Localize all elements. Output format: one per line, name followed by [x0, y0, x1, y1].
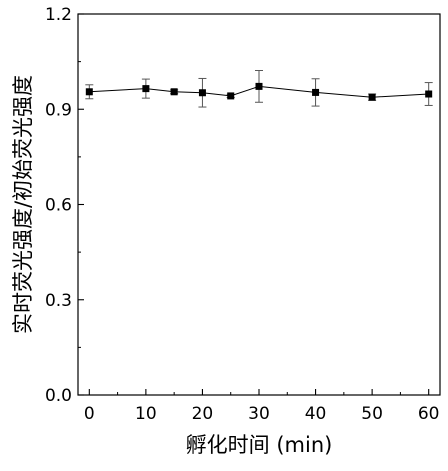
- x-tick-label: 20: [192, 404, 214, 424]
- data-point: [227, 92, 235, 100]
- y-axis-title: 实时荧光强度/初始荧光强度: [11, 75, 35, 334]
- x-tick-label: 50: [361, 404, 383, 424]
- x-axis-title: 孵化时间 (min): [186, 433, 333, 457]
- y-tick-label: 0.9: [45, 100, 72, 120]
- data-point: [85, 88, 93, 96]
- y-tick-label: 0.0: [45, 386, 72, 406]
- x-tick-labels: 0 10 20 30 40 50 60: [84, 404, 440, 424]
- data-point: [170, 88, 178, 96]
- x-tick-label: 60: [418, 404, 440, 424]
- tick-marks: [78, 13, 430, 396]
- x-tick-label: 30: [248, 404, 270, 424]
- data-point: [142, 85, 150, 93]
- data-point: [255, 82, 263, 90]
- y-tick-labels: 0.0 0.3 0.6 0.9 1.2: [45, 5, 72, 406]
- x-tick-label: 40: [305, 404, 327, 424]
- x-tick-label: 0: [84, 404, 95, 424]
- data-markers: [85, 82, 433, 101]
- x-tick-label: 10: [135, 404, 157, 424]
- data-point: [368, 93, 376, 101]
- y-tick-label: 0.6: [45, 196, 72, 216]
- y-tick-label: 1.2: [45, 5, 72, 25]
- data-point: [425, 90, 433, 98]
- plot-frame: [77, 13, 441, 396]
- data-point: [198, 89, 206, 97]
- y-tick-label: 0.3: [45, 291, 72, 311]
- data-point: [312, 88, 320, 96]
